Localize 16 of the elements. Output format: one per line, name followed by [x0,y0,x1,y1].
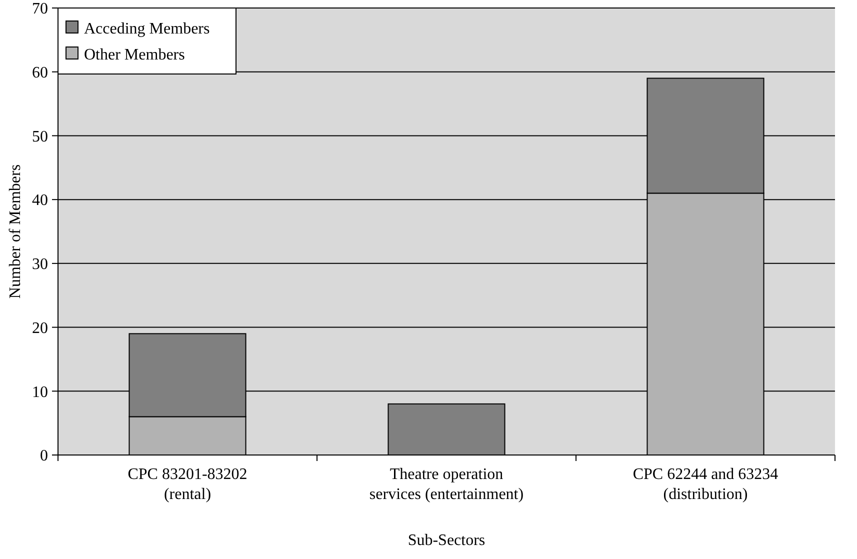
y-tick-label: 50 [32,128,48,146]
x-axis-title: Sub-Sectors [408,532,486,549]
y-tick-label: 10 [32,384,48,401]
x-tick-label: CPC 83201-83202 (rental) [128,466,248,503]
y-axis-title: Number of Members [7,164,24,299]
legend-label: Other Members [84,46,185,64]
y-tick-label: 70 [32,0,48,18]
y-tick-label: 60 [32,64,48,82]
y-tick-label: 40 [32,192,48,210]
x-tick-label: CPC 62244 and 63234 (distribution) [632,466,778,503]
bar [388,403,506,456]
y-tick-label: 20 [32,320,48,337]
legend-label: Acceding Members [84,20,210,38]
y-tick-label: 30 [32,256,48,274]
x-tick-label: Theatre operation services (entertainment) [369,466,524,503]
y-tick-label: 0 [40,448,48,465]
